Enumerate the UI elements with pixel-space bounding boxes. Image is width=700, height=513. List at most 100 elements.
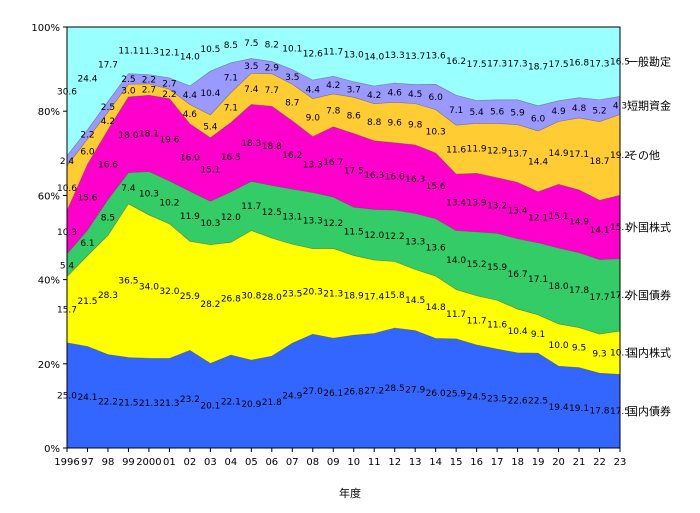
data-label: 15.1	[200, 166, 220, 176]
data-label: 11.1	[118, 46, 138, 56]
data-label: 13.7	[405, 52, 425, 62]
data-label: 4.3	[613, 101, 627, 111]
chart-axes	[63, 26, 621, 452]
data-label: 18.9	[344, 291, 364, 301]
x-tick-label: 18	[511, 457, 524, 468]
data-label: 9.0	[306, 114, 321, 124]
data-label: 17.5	[549, 60, 569, 70]
data-label: 16.8	[569, 58, 589, 68]
data-label: 14.9	[549, 149, 569, 159]
x-tick-label: 17	[491, 457, 504, 468]
data-label: 17.7	[589, 293, 609, 303]
data-label: 20.9	[241, 400, 261, 410]
data-label: 13.7	[508, 150, 528, 160]
data-label: 4.2	[326, 81, 340, 91]
x-tick-label: 97	[81, 457, 94, 468]
data-label: 34.0	[139, 283, 159, 293]
data-label: 17.5	[610, 407, 630, 417]
boundary-line-その他	[66, 72, 621, 167]
data-label: 10.6	[57, 184, 77, 194]
data-label: 2.7	[142, 86, 156, 96]
data-label: 13.0	[344, 50, 364, 60]
data-label: 12.0	[221, 213, 241, 223]
boundary-line-外国株式	[66, 94, 621, 211]
data-label: 7.1	[224, 74, 238, 84]
data-label: 13.1	[282, 213, 302, 223]
data-label: 16.3	[364, 171, 384, 181]
legend: 国内債券 国内株式 外国債券 外国株式 その他 短期資金 一般勘定	[627, 55, 671, 419]
data-label: 18.3	[241, 139, 261, 149]
data-label: 21.3	[323, 289, 343, 299]
y-tick-labels: 0% 20% 40% 60% 80% 100%	[31, 23, 60, 455]
data-label: 9.5	[572, 344, 586, 354]
data-label: 17.8	[589, 407, 609, 417]
data-label: 18.7	[528, 62, 548, 72]
legend-label: 一般勘定	[627, 55, 671, 69]
data-label: 26.8	[221, 295, 241, 305]
data-label: 16.6	[98, 161, 118, 171]
data-label: 19.2	[610, 151, 630, 161]
data-label: 2.5	[101, 103, 115, 113]
data-label: 16.2	[282, 151, 302, 161]
data-label: 14.8	[426, 303, 446, 313]
data-label: 5.4	[60, 261, 75, 271]
data-label: 4.5	[408, 90, 422, 100]
data-label: 15.6	[77, 193, 97, 203]
data-label: 17.8	[569, 286, 589, 296]
data-label: 13.3	[303, 217, 323, 227]
data-label: 23.5	[282, 290, 302, 300]
data-label: 11.9	[467, 144, 487, 154]
data-label: 15.1	[549, 212, 569, 222]
data-label: 6.1	[80, 239, 94, 249]
data-label: 28.5	[385, 384, 405, 394]
data-label: 16.7	[323, 158, 343, 168]
data-label: 10.3	[200, 219, 220, 229]
data-label: 10.0	[549, 341, 569, 351]
data-label: 10.3	[139, 189, 159, 199]
data-label: 16.0	[385, 172, 405, 182]
area-短期資金	[67, 58, 620, 166]
legend-label: その他	[627, 149, 660, 162]
data-label: 5.6	[490, 108, 505, 118]
data-label: 25.0	[57, 391, 77, 401]
data-label: 27.0	[303, 387, 323, 397]
data-label: 16.0	[180, 154, 200, 164]
x-tick-label: 01	[163, 457, 176, 468]
data-label: 3.7	[347, 86, 361, 96]
data-label: 4.2	[101, 117, 115, 127]
data-label: 6.0	[531, 114, 546, 124]
data-labels: 25.0 24.1 22.2 21.5 21.3 21.3 23.220.1 22.1 20.9…	[57, 39, 630, 417]
y-tick-label: 80%	[38, 107, 60, 118]
boundary-line-国内株式	[66, 203, 621, 335]
data-label: 2.2	[142, 75, 156, 85]
data-label: 22.1	[221, 398, 241, 408]
data-label: 9.8	[408, 120, 423, 130]
data-label: 3.0	[121, 87, 136, 97]
data-label: 18.0	[549, 282, 569, 292]
x-tick-label: 99	[122, 457, 135, 468]
data-label: 12.1	[159, 48, 179, 58]
data-label: 17.2	[610, 291, 630, 301]
chart-areas	[66, 27, 621, 448]
data-label: 2.2	[80, 130, 94, 140]
data-label: 4.6	[388, 89, 403, 99]
data-label: 19.4	[549, 403, 569, 413]
data-label: 21.3	[159, 399, 179, 409]
data-label: 8.2	[265, 40, 279, 50]
data-label: 24.9	[282, 392, 302, 402]
data-label: 12.9	[487, 147, 507, 157]
data-label: 6.0	[429, 93, 444, 103]
data-label: 13.3	[405, 237, 425, 247]
data-label: 18.1	[139, 129, 159, 139]
data-label: 11.7	[241, 202, 261, 212]
data-label: 9.3	[592, 350, 606, 360]
data-label: 14.9	[569, 217, 589, 227]
data-label: 11.6	[487, 321, 507, 331]
data-label: 13.6	[426, 52, 446, 62]
data-label: 11.6	[446, 146, 466, 156]
data-label: 4.4	[306, 85, 321, 95]
y-tick-label: 0%	[44, 444, 60, 455]
x-tick-label: 13	[409, 457, 422, 468]
legend-label: 短期資金	[627, 98, 671, 112]
data-label: 26.8	[344, 388, 364, 398]
